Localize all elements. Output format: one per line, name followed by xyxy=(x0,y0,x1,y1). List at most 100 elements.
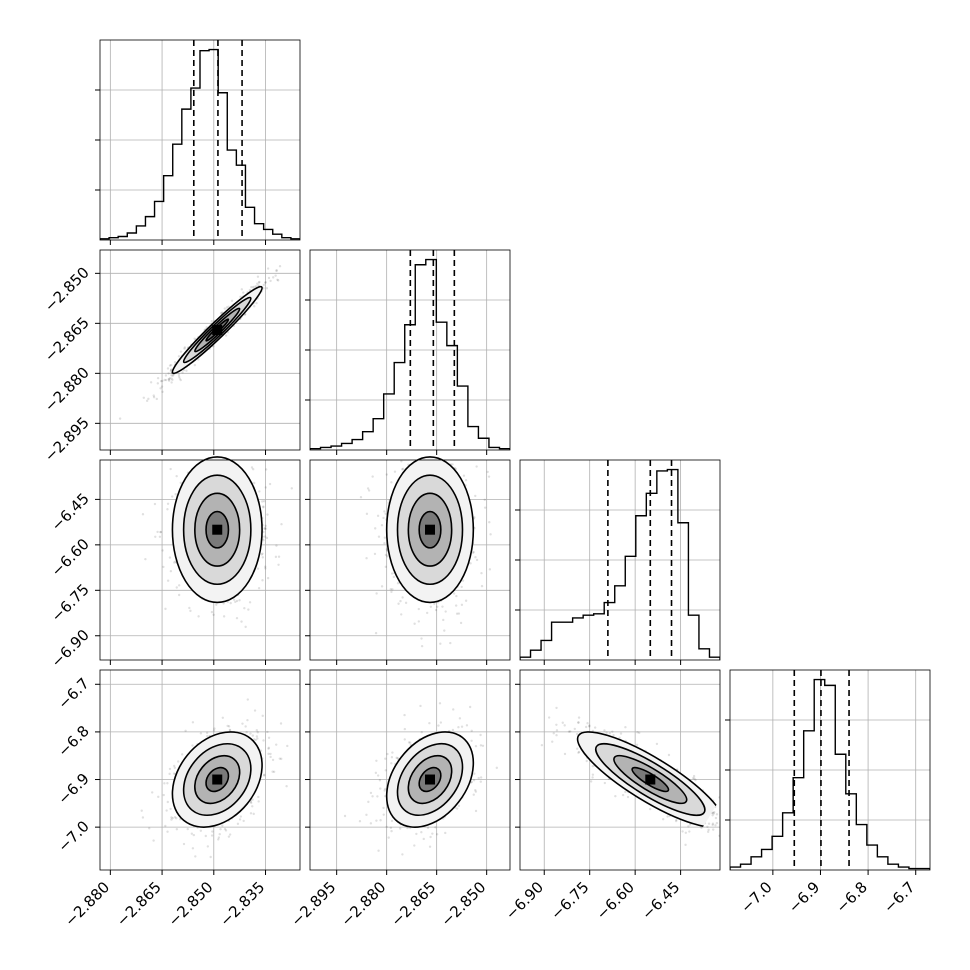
sample-point xyxy=(375,760,377,762)
sample-point xyxy=(250,286,252,288)
sample-point xyxy=(280,523,282,525)
sample-point xyxy=(150,381,152,383)
panel-1-1 xyxy=(305,250,510,455)
sample-point xyxy=(167,367,169,369)
sample-point xyxy=(142,513,144,515)
sample-point xyxy=(211,834,213,836)
sample-point xyxy=(724,826,726,828)
sample-point xyxy=(476,559,478,561)
sample-point xyxy=(377,850,379,852)
sample-point xyxy=(272,276,274,278)
sample-point xyxy=(472,551,474,553)
sample-point xyxy=(242,820,244,822)
sample-point xyxy=(159,536,161,538)
sample-point xyxy=(385,826,387,828)
sample-point xyxy=(269,280,271,282)
sample-point xyxy=(388,836,390,838)
sample-point xyxy=(176,828,178,830)
sample-point xyxy=(223,615,225,617)
sample-point xyxy=(224,442,226,444)
sample-point xyxy=(473,773,475,775)
sample-point xyxy=(445,444,447,446)
sample-point xyxy=(496,767,498,769)
sample-point xyxy=(170,377,172,379)
sample-point xyxy=(401,468,403,470)
sample-point xyxy=(159,531,161,533)
sample-point xyxy=(172,375,174,377)
sample-point xyxy=(257,567,259,569)
sample-point xyxy=(157,382,159,384)
sample-point xyxy=(470,740,472,742)
sample-point xyxy=(440,721,442,723)
sample-point xyxy=(240,815,242,817)
sample-point xyxy=(442,619,444,621)
sample-point xyxy=(385,769,387,771)
sample-point xyxy=(479,734,481,736)
sample-point xyxy=(684,844,686,846)
x-tick-label: −2.880 xyxy=(61,878,113,930)
sample-point xyxy=(154,503,156,505)
sample-point xyxy=(275,556,277,558)
sample-point xyxy=(197,615,199,617)
sample-point xyxy=(215,435,217,437)
sample-point xyxy=(469,706,471,708)
sample-point xyxy=(262,739,264,741)
sample-point xyxy=(224,307,226,309)
sample-point xyxy=(481,585,483,587)
sample-point xyxy=(280,758,282,760)
sample-point xyxy=(222,717,224,719)
sample-point xyxy=(736,814,738,816)
sample-point xyxy=(249,601,251,603)
sample-point xyxy=(421,453,423,455)
sample-point xyxy=(405,602,407,604)
sample-point xyxy=(262,556,264,558)
panel-1-2 xyxy=(305,393,510,665)
sample-point xyxy=(247,608,249,610)
sample-point xyxy=(243,607,245,609)
sample-point xyxy=(170,381,172,383)
sample-point xyxy=(419,705,421,707)
sample-point xyxy=(180,379,182,381)
sample-point xyxy=(228,835,230,837)
sample-point xyxy=(185,370,187,372)
sample-point xyxy=(486,471,488,473)
panel-1-3: −2.895−2.880−2.865−2.850 xyxy=(288,670,510,930)
sample-point xyxy=(391,572,393,574)
sample-point xyxy=(217,838,219,840)
sample-point xyxy=(460,622,462,624)
sample-point xyxy=(213,729,215,731)
sample-point xyxy=(253,482,255,484)
sample-point xyxy=(245,731,247,733)
sample-point xyxy=(269,483,271,485)
sample-point xyxy=(152,839,154,841)
sample-point xyxy=(203,455,205,457)
sample-point xyxy=(169,468,171,470)
sample-point xyxy=(166,831,168,833)
sample-point xyxy=(183,347,185,349)
sample-point xyxy=(391,820,393,822)
sample-point xyxy=(168,380,170,382)
x-tick-label: −2.850 xyxy=(165,878,217,930)
sample-point xyxy=(456,807,458,809)
sample-point xyxy=(264,282,266,284)
sample-point xyxy=(375,632,377,634)
sample-point xyxy=(378,536,380,538)
sample-point xyxy=(168,773,170,775)
sample-point xyxy=(458,805,460,807)
sample-point xyxy=(390,762,392,764)
sample-point xyxy=(414,445,416,447)
sample-point xyxy=(441,605,443,607)
sample-point xyxy=(257,457,259,459)
sample-point xyxy=(390,481,392,483)
y-tick-label: −7.0 xyxy=(54,817,92,855)
sample-point xyxy=(193,451,195,453)
sample-point xyxy=(604,782,606,784)
sample-point xyxy=(166,508,168,510)
sample-point xyxy=(382,517,384,519)
sample-point xyxy=(265,486,267,488)
sample-point xyxy=(211,830,213,832)
sample-point xyxy=(437,724,439,726)
sample-point xyxy=(367,487,369,489)
sample-point xyxy=(478,777,480,779)
sample-point xyxy=(211,320,213,322)
